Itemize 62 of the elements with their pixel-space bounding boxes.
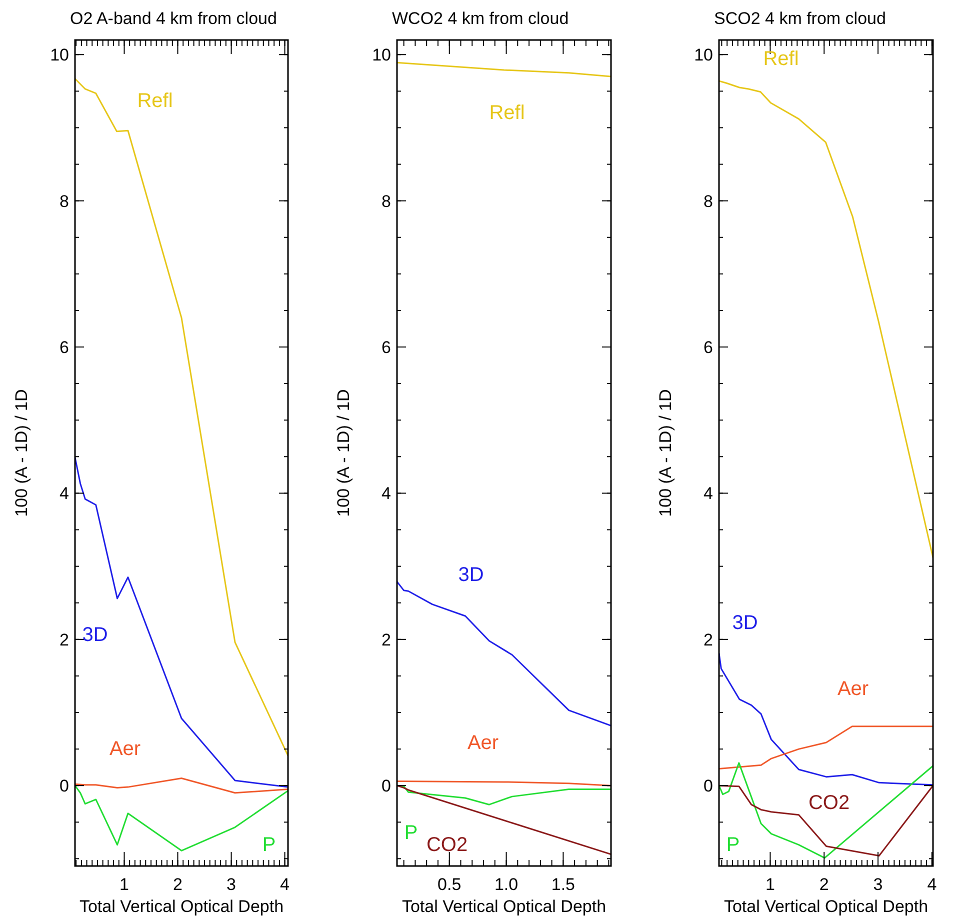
series-label: Refl xyxy=(489,102,525,124)
y-axis-title: 100 (A - 1D) / 1D xyxy=(12,389,31,517)
line-series xyxy=(397,62,611,78)
series-label: P xyxy=(726,834,740,856)
series-label: CO2 xyxy=(808,792,850,814)
series-label: 3D xyxy=(82,624,108,646)
y-tick-label: 10 xyxy=(372,46,391,65)
y-tick-label: 10 xyxy=(50,46,69,65)
y-tick-label: 2 xyxy=(704,630,713,650)
y-axis-title: 100 (A - 1D) / 1D xyxy=(334,389,353,517)
y-tick-label: 8 xyxy=(704,192,713,211)
y-tick-label: 6 xyxy=(704,338,713,358)
series-label: Aer xyxy=(467,732,499,754)
line-series xyxy=(397,784,611,856)
series-label: CO2 xyxy=(426,834,468,856)
x-tick-label: 1 xyxy=(765,875,775,894)
x-tick-label: 4 xyxy=(927,875,937,894)
series-label: 3D xyxy=(458,564,484,586)
x-tick-label: 0.5 xyxy=(438,875,462,894)
y-tick-label: 6 xyxy=(60,338,69,358)
series-label: Refl xyxy=(137,90,173,112)
line-series xyxy=(719,784,933,857)
y-tick-label: 4 xyxy=(704,484,713,504)
x-tick-label: 3 xyxy=(873,875,883,894)
x-axis-title: Total Vertical Optical Depth xyxy=(79,897,284,916)
line-series xyxy=(719,80,933,558)
x-axis-title: Total Vertical Optical Depth xyxy=(724,897,928,916)
y-tick-label: 8 xyxy=(60,192,69,211)
series-label: Refl xyxy=(763,48,799,70)
chart-title: SCO2 4 km from cloud xyxy=(714,9,886,28)
line-series xyxy=(719,726,933,770)
line-series xyxy=(719,762,933,859)
series-label: Aer xyxy=(109,738,141,760)
x-tick-label: 4 xyxy=(280,875,290,894)
line-series xyxy=(75,778,288,794)
y-tick-label: 0 xyxy=(60,776,69,796)
x-tick-label: 2 xyxy=(819,875,829,894)
line-series xyxy=(75,784,288,852)
x-tick-label: 1.0 xyxy=(494,875,518,894)
x-tick-label: 1.5 xyxy=(551,875,576,894)
x-axis-title: Total Vertical Optical Depth xyxy=(402,897,606,916)
y-tick-label: 6 xyxy=(382,338,391,358)
line-series xyxy=(397,580,611,726)
x-tick-label: 2 xyxy=(173,875,182,894)
y-tick-label: 8 xyxy=(382,192,391,211)
x-tick-label: 1 xyxy=(120,875,129,894)
chart-title: O2 A-band 4 km from cloud xyxy=(70,9,277,28)
y-axis-title: 100 (A - 1D) / 1D xyxy=(656,389,675,517)
series-label: P xyxy=(262,834,276,856)
x-tick-label: 3 xyxy=(226,875,236,894)
series-label: P xyxy=(404,822,418,844)
y-tick-label: 0 xyxy=(382,776,391,796)
y-tick-label: 2 xyxy=(60,630,69,650)
series-label: 3D xyxy=(732,612,758,634)
y-tick-label: 4 xyxy=(60,484,69,504)
y-tick-label: 0 xyxy=(704,776,713,796)
chart-title: WCO2 4 km from cloud xyxy=(392,9,569,28)
series-label: Aer xyxy=(837,678,869,700)
y-tick-label: 4 xyxy=(382,484,391,504)
line-series xyxy=(75,78,288,756)
y-tick-label: 2 xyxy=(382,630,391,650)
y-tick-label: 10 xyxy=(694,46,713,65)
